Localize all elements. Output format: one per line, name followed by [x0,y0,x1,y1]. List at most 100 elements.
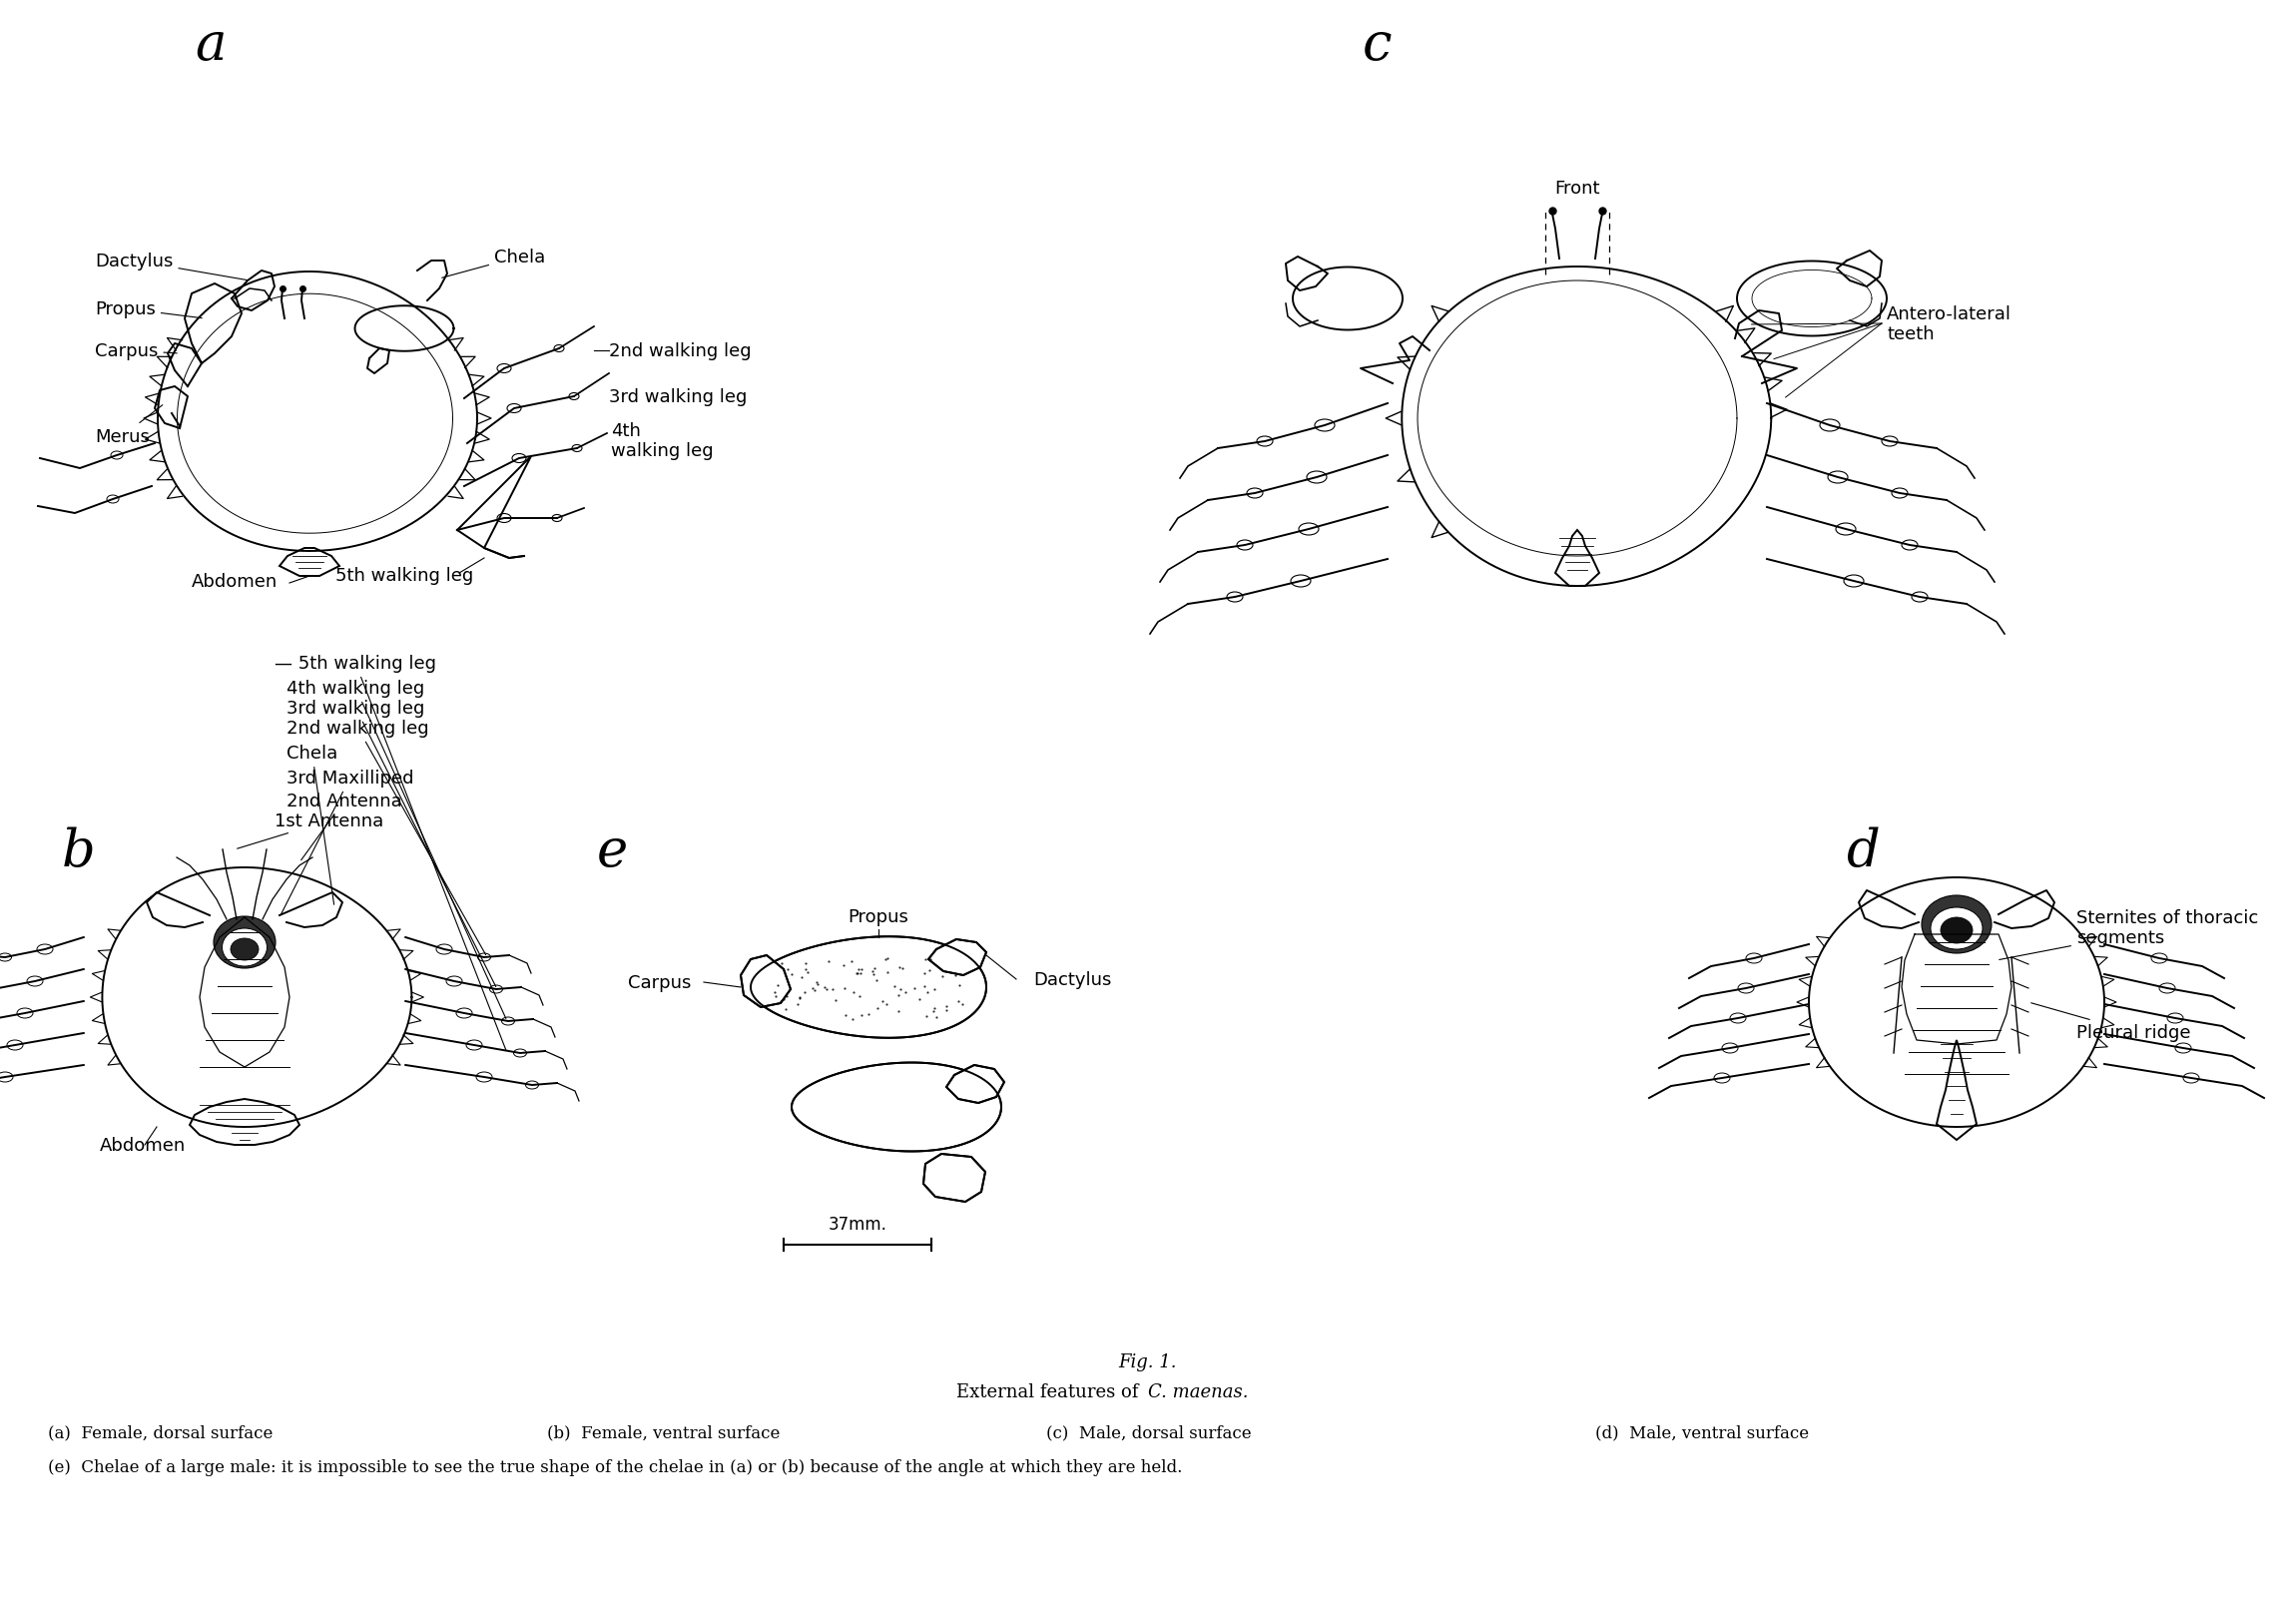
Ellipse shape [551,515,563,523]
Ellipse shape [2174,1043,2190,1054]
Ellipse shape [2158,983,2174,993]
Text: 5th walking leg: 5th walking leg [335,566,473,584]
Ellipse shape [1722,1043,1738,1054]
Ellipse shape [572,446,581,452]
Ellipse shape [28,977,44,986]
Ellipse shape [1729,1014,1745,1023]
Text: External features of: External features of [957,1383,1148,1400]
Polygon shape [191,1099,298,1145]
Text: e: e [597,826,629,877]
Ellipse shape [1940,917,1972,943]
Ellipse shape [1306,472,1327,484]
Text: C. maenas.: C. maenas. [1148,1383,1249,1400]
Ellipse shape [1901,541,1917,550]
Ellipse shape [1883,436,1899,448]
Text: Fig. 1.: Fig. 1. [1118,1352,1178,1370]
Ellipse shape [2167,1014,2183,1023]
Text: Pleural ridge: Pleural ridge [2032,1002,2190,1041]
Ellipse shape [526,1081,540,1089]
Ellipse shape [1913,592,1929,603]
Ellipse shape [514,1049,526,1057]
Text: Antero-lateral
teeth: Antero-lateral teeth [1887,305,2011,343]
Ellipse shape [512,454,526,464]
Text: 3rd Maxilliped: 3rd Maxilliped [280,768,413,916]
Ellipse shape [1931,908,1981,950]
Text: Chela: Chela [287,744,338,905]
Ellipse shape [1300,523,1318,536]
Text: 3rd walking leg: 3rd walking leg [608,388,746,406]
Ellipse shape [457,1009,473,1019]
Ellipse shape [1290,576,1311,587]
Ellipse shape [501,1017,514,1025]
Ellipse shape [230,938,259,961]
Ellipse shape [1745,954,1761,964]
Ellipse shape [1256,436,1272,448]
Ellipse shape [1738,983,1754,993]
Text: Dactylus: Dactylus [94,252,248,281]
Polygon shape [923,1155,985,1201]
Ellipse shape [1828,472,1848,484]
Text: 3rd walking leg: 3rd walking leg [287,699,496,986]
Ellipse shape [478,954,491,962]
Text: c: c [1362,19,1391,71]
Text: 2nd walking leg: 2nd walking leg [287,719,487,956]
Ellipse shape [223,929,266,967]
Text: Propus: Propus [847,908,909,926]
Polygon shape [1936,1041,1977,1140]
Ellipse shape [475,1073,491,1083]
Text: — 5th walking leg: — 5th walking leg [276,654,505,1051]
Text: 1st Antenna: 1st Antenna [236,812,383,849]
Ellipse shape [1837,523,1855,536]
Ellipse shape [2183,1073,2200,1083]
Polygon shape [1554,531,1600,587]
Ellipse shape [466,1041,482,1051]
Text: Carpus: Carpus [627,974,691,991]
Ellipse shape [1238,541,1254,550]
Text: Abdomen: Abdomen [99,1136,186,1155]
Ellipse shape [498,364,512,374]
Text: 4th walking leg: 4th walking leg [287,680,505,1019]
Ellipse shape [7,1041,23,1051]
Text: Carpus: Carpus [94,342,177,361]
Polygon shape [792,1063,1001,1152]
Ellipse shape [1247,489,1263,499]
Ellipse shape [1922,895,1991,954]
Text: Merus: Merus [94,406,163,446]
Text: Dactylus: Dactylus [1033,970,1111,988]
Ellipse shape [436,945,452,954]
Ellipse shape [553,345,565,353]
Ellipse shape [1821,420,1839,431]
Text: (b)  Female, ventral surface: (b) Female, ventral surface [546,1423,781,1440]
Ellipse shape [569,393,579,401]
Polygon shape [742,956,790,1007]
Ellipse shape [0,1073,14,1083]
Ellipse shape [445,977,461,986]
Ellipse shape [37,945,53,954]
Ellipse shape [2151,954,2167,964]
Text: Sternites of thoracic
segments: Sternites of thoracic segments [2000,908,2259,961]
Ellipse shape [16,1009,32,1019]
Text: (d)  Male, ventral surface: (d) Male, ventral surface [1596,1423,1809,1440]
Text: (e)  Chelae of a large male: it is impossible to see the true shape of the chela: (e) Chelae of a large male: it is imposs… [48,1458,1182,1476]
Polygon shape [751,937,987,1038]
Ellipse shape [498,515,512,523]
Text: Front: Front [1554,180,1600,197]
Ellipse shape [507,404,521,414]
Text: 37mm.: 37mm. [829,1214,886,1233]
Ellipse shape [1715,1073,1729,1083]
Ellipse shape [108,496,119,504]
Ellipse shape [0,954,11,962]
Text: 2nd walking leg: 2nd walking leg [608,342,751,361]
Text: Abdomen: Abdomen [191,573,278,590]
Ellipse shape [1316,420,1334,431]
Ellipse shape [1226,592,1242,603]
Text: (c)  Male, dorsal surface: (c) Male, dorsal surface [1047,1423,1251,1440]
Text: (a)  Female, dorsal surface: (a) Female, dorsal surface [48,1423,273,1440]
Text: Chela: Chela [441,249,546,279]
Text: 2nd Antenna: 2nd Antenna [287,792,402,861]
Ellipse shape [1844,576,1864,587]
Text: b: b [62,826,96,877]
Ellipse shape [1892,489,1908,499]
Ellipse shape [110,452,122,460]
Polygon shape [280,549,340,576]
